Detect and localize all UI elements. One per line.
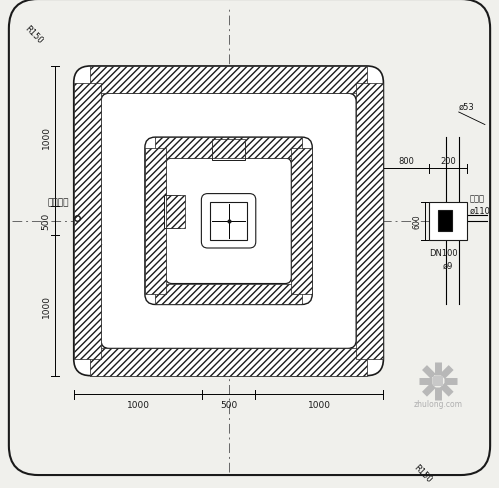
FancyBboxPatch shape xyxy=(9,0,490,475)
Bar xyxy=(212,140,246,159)
Text: 1000: 1000 xyxy=(307,400,330,409)
Text: DN32: DN32 xyxy=(78,238,103,247)
Bar xyxy=(433,376,443,386)
Text: 800: 800 xyxy=(399,157,414,166)
Text: 200: 200 xyxy=(441,157,456,166)
Bar xyxy=(430,203,467,240)
Text: ø110: ø110 xyxy=(469,206,490,215)
Text: 不锈钢挡板: 不锈钢挡板 xyxy=(191,211,214,220)
Text: 600: 600 xyxy=(412,214,421,229)
Text: R150: R150 xyxy=(22,24,44,45)
Bar xyxy=(166,195,185,229)
Text: ø53: ø53 xyxy=(459,102,475,112)
FancyBboxPatch shape xyxy=(145,138,312,305)
Text: 电缆套管: 电缆套管 xyxy=(47,198,68,207)
Bar xyxy=(210,203,248,240)
Bar xyxy=(145,148,166,294)
FancyBboxPatch shape xyxy=(74,67,383,376)
Text: zhulong.com: zhulong.com xyxy=(413,400,462,408)
Bar xyxy=(90,67,367,94)
Text: 潜水泵: 潜水泵 xyxy=(469,194,484,203)
Text: 100: 100 xyxy=(300,364,315,373)
FancyBboxPatch shape xyxy=(202,194,256,248)
Text: 1000: 1000 xyxy=(42,125,51,148)
Text: 500: 500 xyxy=(220,400,237,409)
FancyBboxPatch shape xyxy=(101,94,356,349)
Bar xyxy=(90,349,367,376)
Text: 排水篦子: 排水篦子 xyxy=(237,187,257,197)
Text: 1000: 1000 xyxy=(42,294,51,317)
Bar xyxy=(74,83,101,359)
Text: DN100: DN100 xyxy=(430,248,458,257)
Bar xyxy=(164,195,181,229)
Bar xyxy=(438,211,453,232)
Text: ø9: ø9 xyxy=(443,261,454,270)
Bar xyxy=(212,144,246,161)
Bar xyxy=(356,83,383,359)
Text: 500: 500 xyxy=(42,213,51,230)
Bar xyxy=(291,148,312,294)
FancyBboxPatch shape xyxy=(166,159,291,284)
Bar xyxy=(155,138,302,159)
Bar xyxy=(155,284,302,305)
Text: R150: R150 xyxy=(412,463,433,484)
Text: 1000: 1000 xyxy=(127,400,150,409)
